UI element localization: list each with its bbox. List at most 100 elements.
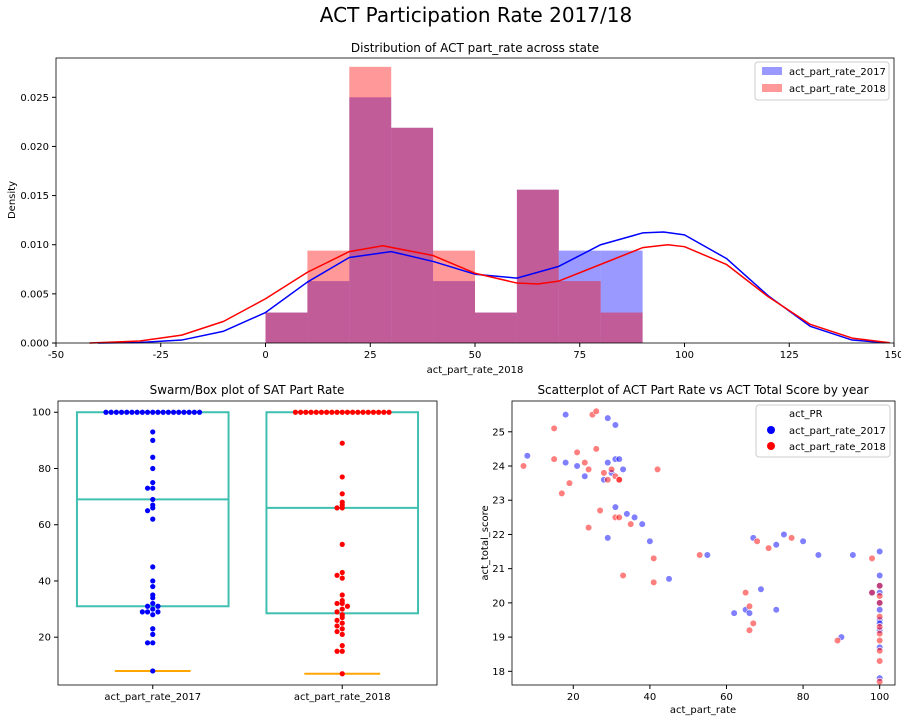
scatter-point <box>772 606 780 614</box>
swarm-point <box>150 640 156 646</box>
x-tick-label: -50 <box>48 350 64 361</box>
swarm-point <box>360 409 366 415</box>
box-x-ticks: act_part_rate_2017 act_part_rate_2018 <box>104 685 391 703</box>
histogram-bars <box>265 66 643 344</box>
swarm-point <box>334 409 340 415</box>
swarm-point <box>144 609 151 615</box>
histogram-bar <box>349 97 392 343</box>
scatter-point <box>638 520 646 528</box>
histogram-bar <box>307 250 350 343</box>
swarm-point <box>155 409 161 415</box>
scatter-point <box>876 630 884 638</box>
swarm-point <box>150 595 156 601</box>
scatter-point <box>765 544 773 552</box>
scatter-point <box>550 455 558 463</box>
swarm-point <box>339 491 345 497</box>
scatter-point <box>876 571 884 580</box>
swarm-point <box>144 640 151 646</box>
swarm-point <box>139 609 145 615</box>
swarm-point <box>339 626 345 632</box>
scatter-point <box>650 578 658 586</box>
swarm-point <box>155 609 161 615</box>
swarm-point <box>355 409 361 415</box>
scatter-point <box>600 469 608 477</box>
box-frame <box>57 400 438 686</box>
scatter-title: Scatterplot of ACT Part Rate vs ACT Tota… <box>537 383 868 397</box>
histogram-bar <box>475 312 517 343</box>
histogram-panel: Distribution of ACT part_rate across sta… <box>7 41 901 376</box>
scatter-frame <box>511 400 896 686</box>
swarm-points <box>103 409 392 677</box>
histogram-y-label: Density <box>7 181 18 219</box>
box-panel: Swarm/Box plot of SAT Part Rate 20 40 60 80… <box>32 383 438 703</box>
swarm-point <box>386 409 392 415</box>
kde-line <box>89 243 890 344</box>
scatter-y-ticks: 18 19 20 21 22 23 24 25 <box>492 427 512 678</box>
swarm-point <box>339 409 345 415</box>
swarm-point <box>165 409 171 415</box>
swarm-point <box>339 606 345 612</box>
figure-suptitle: ACT Participation Rate 2017/18 <box>320 3 632 27</box>
swarm-point <box>191 409 197 415</box>
x-tick-label: 150 <box>884 350 901 361</box>
histogram-bar <box>391 127 434 343</box>
scatter-point <box>584 524 593 532</box>
scatter-point <box>630 513 639 521</box>
scatter-point <box>573 448 581 456</box>
swarm-point <box>381 409 387 415</box>
y-tick-label: 20 <box>38 633 51 644</box>
y-tick-label: 20 <box>492 598 505 609</box>
box-y-ticks: 20 40 60 80 100 <box>32 408 58 644</box>
x-tick-label: 75 <box>573 350 586 361</box>
scatter-point <box>730 609 738 617</box>
scatter-legend: act_PR act_part_rate_2017 act_part_rate_… <box>755 404 891 458</box>
histogram-y-ticks: 0.000 0.005 0.010 0.015 0.020 0.025 <box>20 93 56 350</box>
scatter-point <box>596 506 604 515</box>
swarm-point <box>339 620 345 626</box>
y-tick-label: 23 <box>492 496 505 507</box>
scatter-point <box>523 452 531 460</box>
scatter-point <box>565 479 574 487</box>
scatter-point <box>745 602 754 610</box>
swarm-point <box>139 409 145 415</box>
scatter-point <box>780 530 788 539</box>
scatter-point <box>745 609 754 617</box>
y-tick-label: 60 <box>38 520 51 531</box>
histogram-bar <box>475 312 517 343</box>
swarm-point <box>108 409 114 415</box>
swarm-point <box>150 668 156 674</box>
scatter-point <box>627 520 635 528</box>
scatter-point <box>562 458 570 467</box>
scatter-point <box>742 589 750 597</box>
scatter-point <box>584 465 593 474</box>
scatter-point <box>833 636 842 645</box>
scatter-point <box>581 458 589 467</box>
histogram-x-label: act_part_rate_2018 <box>427 365 524 376</box>
scatter-panel: Scatterplot of ACT Part Rate vs ACT Tota… <box>480 383 896 716</box>
histogram-bar <box>558 281 601 343</box>
kde-line <box>97 231 886 344</box>
scatter-point <box>604 534 612 542</box>
x-tick-label: act_part_rate_2017 <box>104 692 201 703</box>
histogram-bar <box>391 127 434 343</box>
scatter-point <box>604 476 612 484</box>
histogram-title: Distribution of ACT part_rate across sta… <box>351 41 599 55</box>
swarm-point <box>344 409 351 415</box>
swarm-point <box>303 409 309 415</box>
swarm-point <box>339 592 345 598</box>
swarm-point <box>339 600 345 607</box>
swarm-point <box>334 600 340 607</box>
swarm-point <box>150 606 156 612</box>
swarm-point <box>298 409 304 415</box>
scatter-point <box>696 551 704 559</box>
scatter-legend-frame <box>755 404 891 458</box>
scatter-x-label: act_part_rate <box>670 705 736 716</box>
scatter-point <box>876 657 884 665</box>
scatter-point <box>604 414 612 422</box>
histogram-bar <box>600 250 643 343</box>
swarm-point <box>334 623 340 629</box>
y-tick-label: 22 <box>492 530 505 541</box>
swarm-point <box>150 437 156 443</box>
swarm-point <box>150 564 156 570</box>
histogram-bar <box>265 312 308 343</box>
